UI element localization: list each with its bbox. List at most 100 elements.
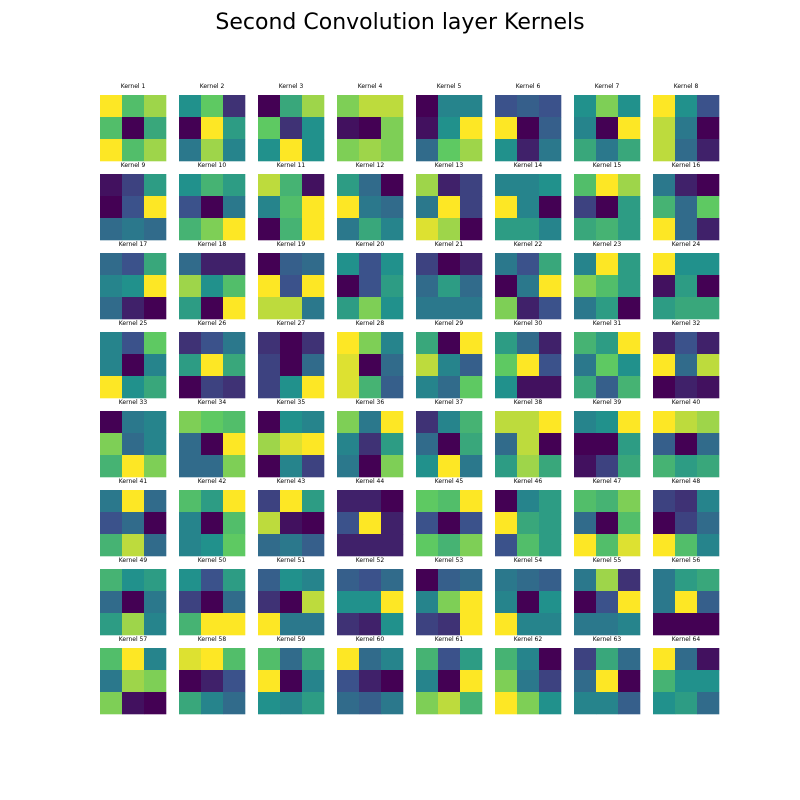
kernel-cell: [223, 692, 246, 715]
kernel-cell: [675, 411, 698, 434]
kernel-cell: [122, 569, 145, 592]
kernel-panel: Kernel 21: [416, 241, 483, 320]
kernel-cell: [653, 490, 676, 513]
kernel-cell: [495, 569, 518, 592]
kernel-cell: [201, 139, 224, 162]
kernel-cell: [359, 117, 382, 140]
kernel-cell: [381, 174, 404, 197]
kernel-cell: [574, 117, 597, 140]
kernel-cell: [302, 569, 325, 592]
kernel-panel: Kernel 25: [100, 320, 167, 399]
kernel-panel: Kernel 20: [337, 241, 404, 320]
kernel-cell: [100, 569, 123, 592]
kernel-cell: [337, 376, 360, 399]
kernel-panel: Kernel 5: [416, 83, 483, 162]
kernel-cell: [100, 354, 123, 377]
kernel-cell: [539, 648, 562, 671]
kernel-cell: [697, 692, 720, 715]
kernel-cell: [675, 117, 698, 140]
kernel-label: Kernel 48: [672, 478, 701, 485]
kernel-cell: [495, 490, 518, 513]
kernel-cell: [438, 196, 461, 219]
kernel-cell: [201, 591, 224, 614]
kernel-cell: [179, 670, 202, 693]
kernel-label: Kernel 2: [200, 83, 225, 90]
kernel-cell: [144, 433, 167, 456]
kernel-cell: [697, 613, 720, 636]
kernel-label: Kernel 62: [514, 636, 543, 643]
kernel-cell: [381, 648, 404, 671]
kernel-cell: [258, 139, 281, 162]
kernel-panel: Kernel 13: [416, 162, 483, 241]
kernel-cell: [697, 196, 720, 219]
kernel-cell: [618, 174, 641, 197]
kernel-cell: [596, 512, 619, 535]
kernel-cell: [280, 117, 303, 140]
kernel-label: Kernel 36: [356, 399, 385, 406]
kernel-cell: [539, 433, 562, 456]
kernel-cell: [416, 139, 439, 162]
kernel-cell: [337, 196, 360, 219]
kernel-cell: [100, 174, 123, 197]
kernel-cell: [223, 275, 246, 298]
kernel-cell: [381, 95, 404, 118]
kernel-cell: [697, 648, 720, 671]
kernel-cell: [517, 512, 540, 535]
kernel-cell: [144, 455, 167, 478]
kernel-cell: [223, 648, 246, 671]
kernel-cell: [381, 117, 404, 140]
kernel-cell: [359, 275, 382, 298]
kernel-cell: [416, 692, 439, 715]
kernel-cell: [258, 218, 281, 241]
kernel-cell: [495, 512, 518, 535]
kernel-cell: [201, 455, 224, 478]
kernel-cell: [517, 648, 540, 671]
kernel-panel: Kernel 47: [574, 478, 641, 557]
kernel-cell: [179, 174, 202, 197]
kernel-cell: [201, 196, 224, 219]
kernel-label: Kernel 22: [514, 241, 543, 248]
kernel-cell: [179, 297, 202, 320]
kernel-cell: [337, 692, 360, 715]
kernel-cell: [416, 569, 439, 592]
kernel-cell: [438, 139, 461, 162]
kernel-cell: [223, 332, 246, 355]
kernel-cell: [675, 218, 698, 241]
kernel-cell: [302, 253, 325, 276]
kernel-cell: [438, 512, 461, 535]
kernel-cell: [201, 490, 224, 513]
kernel-label: Kernel 47: [593, 478, 622, 485]
kernel-cell: [460, 95, 483, 118]
kernel-cell: [460, 433, 483, 456]
kernel-cell: [223, 196, 246, 219]
kernel-cell: [495, 218, 518, 241]
kernel-cell: [258, 196, 281, 219]
kernel-cell: [122, 139, 145, 162]
kernel-cell: [302, 534, 325, 557]
kernel-label: Kernel 21: [435, 241, 464, 248]
kernel-cell: [460, 117, 483, 140]
kernel-cell: [416, 411, 439, 434]
kernel-cell: [337, 117, 360, 140]
kernel-cell: [258, 253, 281, 276]
kernel-cell: [653, 218, 676, 241]
kernel-cell: [416, 95, 439, 118]
kernel-label: Kernel 35: [277, 399, 306, 406]
kernel-cell: [618, 433, 641, 456]
kernel-cell: [359, 354, 382, 377]
kernel-cell: [201, 253, 224, 276]
kernel-cell: [574, 297, 597, 320]
kernel-cell: [495, 354, 518, 377]
kernel-label: Kernel 33: [119, 399, 148, 406]
kernel-cell: [381, 455, 404, 478]
kernel-cell: [574, 512, 597, 535]
kernel-cell: [381, 297, 404, 320]
kernel-cell: [337, 332, 360, 355]
kernel-cell: [100, 117, 123, 140]
kernel-cell: [438, 95, 461, 118]
kernel-cell: [337, 354, 360, 377]
kernel-cell: [144, 253, 167, 276]
kernel-cell: [359, 253, 382, 276]
kernel-cell: [438, 670, 461, 693]
kernel-cell: [539, 411, 562, 434]
